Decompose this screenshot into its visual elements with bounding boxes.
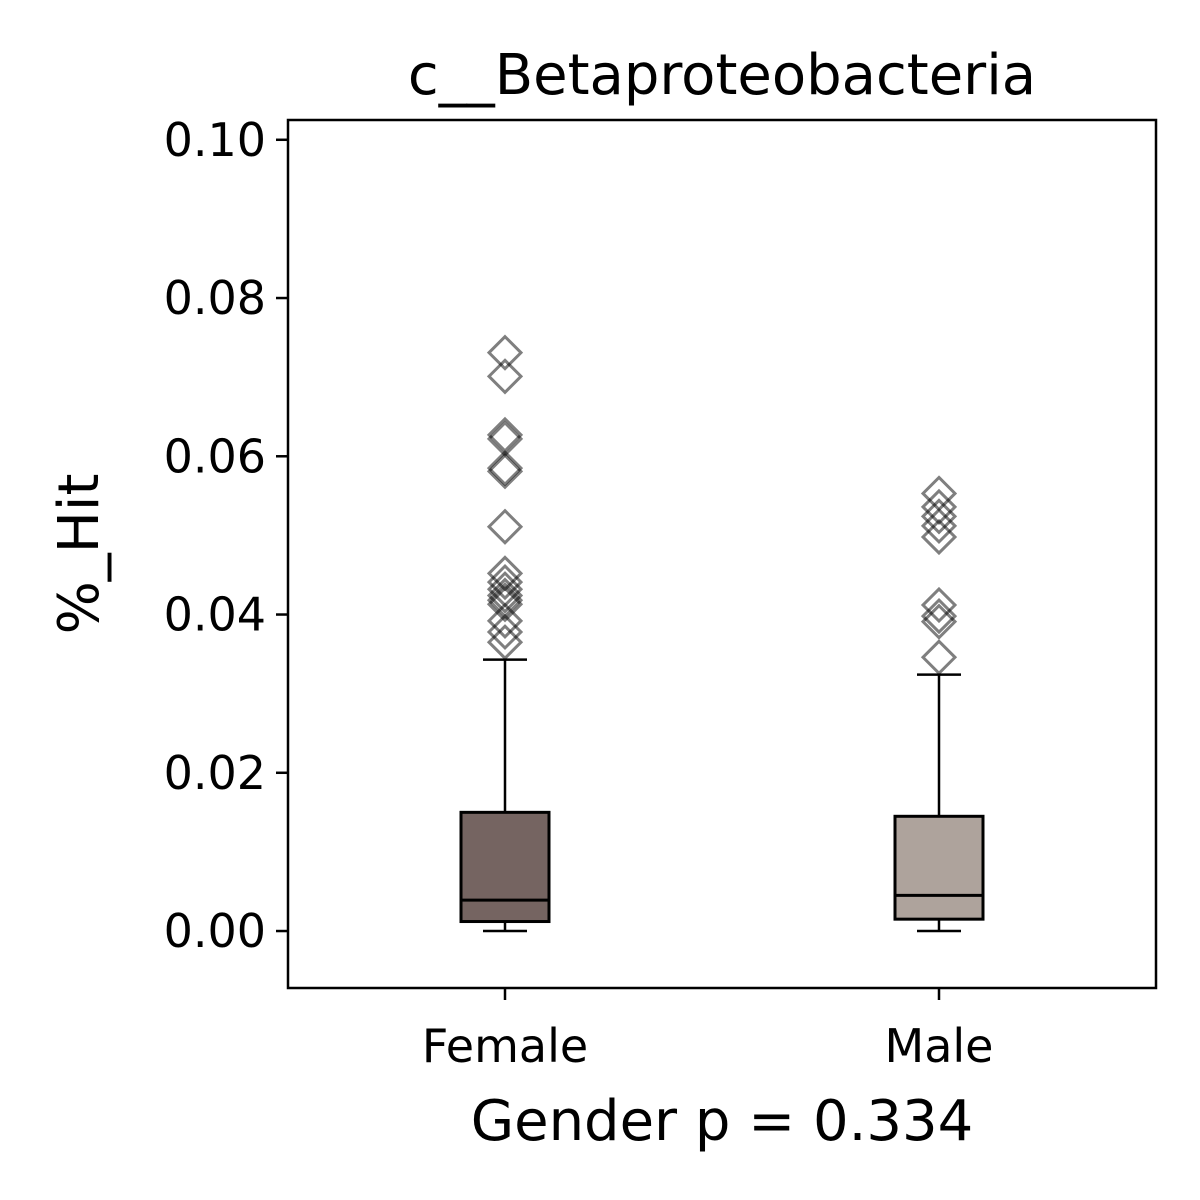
outlier-point xyxy=(920,639,958,676)
outlier-point xyxy=(486,508,524,545)
outlier-point xyxy=(920,498,958,535)
x-tick-label: Female xyxy=(422,1019,588,1073)
outlier-point xyxy=(920,488,958,526)
y-tick-label: 0.08 xyxy=(164,271,266,325)
box-iqr xyxy=(893,814,985,921)
outlier-point xyxy=(486,453,524,490)
outlier-point xyxy=(486,577,524,614)
y-tick-label: 0.04 xyxy=(164,588,266,642)
y-tick-label: 0.02 xyxy=(164,746,266,800)
outlier-point xyxy=(486,602,524,639)
outlier-point xyxy=(486,613,524,651)
outlier-point xyxy=(486,563,524,601)
outlier-point xyxy=(486,358,524,395)
x-axis-label: Gender p = 0.334 xyxy=(471,1089,974,1154)
outlier-point xyxy=(486,624,524,661)
plot-layer: 0.00 0.02 0.04 0.06 0.08 0.10 Female Male xyxy=(164,113,994,1073)
outlier-point xyxy=(920,518,958,556)
outlier-point xyxy=(920,586,958,624)
box-group-female xyxy=(459,334,551,933)
outlier-point xyxy=(920,603,958,640)
plot-frame xyxy=(286,118,1158,990)
outlier-point xyxy=(920,475,958,512)
chart-title: c__Betaproteobacteria xyxy=(408,43,1036,108)
y-tick-label: 0.06 xyxy=(164,429,266,483)
outlier-point xyxy=(486,334,524,371)
box-group-male xyxy=(893,475,985,933)
y-tick-label: 0.10 xyxy=(164,113,266,167)
y-axis-label: %_Hit xyxy=(47,474,112,635)
x-tick-label: Male xyxy=(885,1019,994,1073)
outlier-point xyxy=(920,507,958,545)
y-tick-label: 0.00 xyxy=(164,904,266,958)
outlier-point xyxy=(920,597,958,635)
outlier-point xyxy=(486,450,524,487)
box-iqr xyxy=(459,810,551,924)
outlier-point xyxy=(486,586,524,623)
